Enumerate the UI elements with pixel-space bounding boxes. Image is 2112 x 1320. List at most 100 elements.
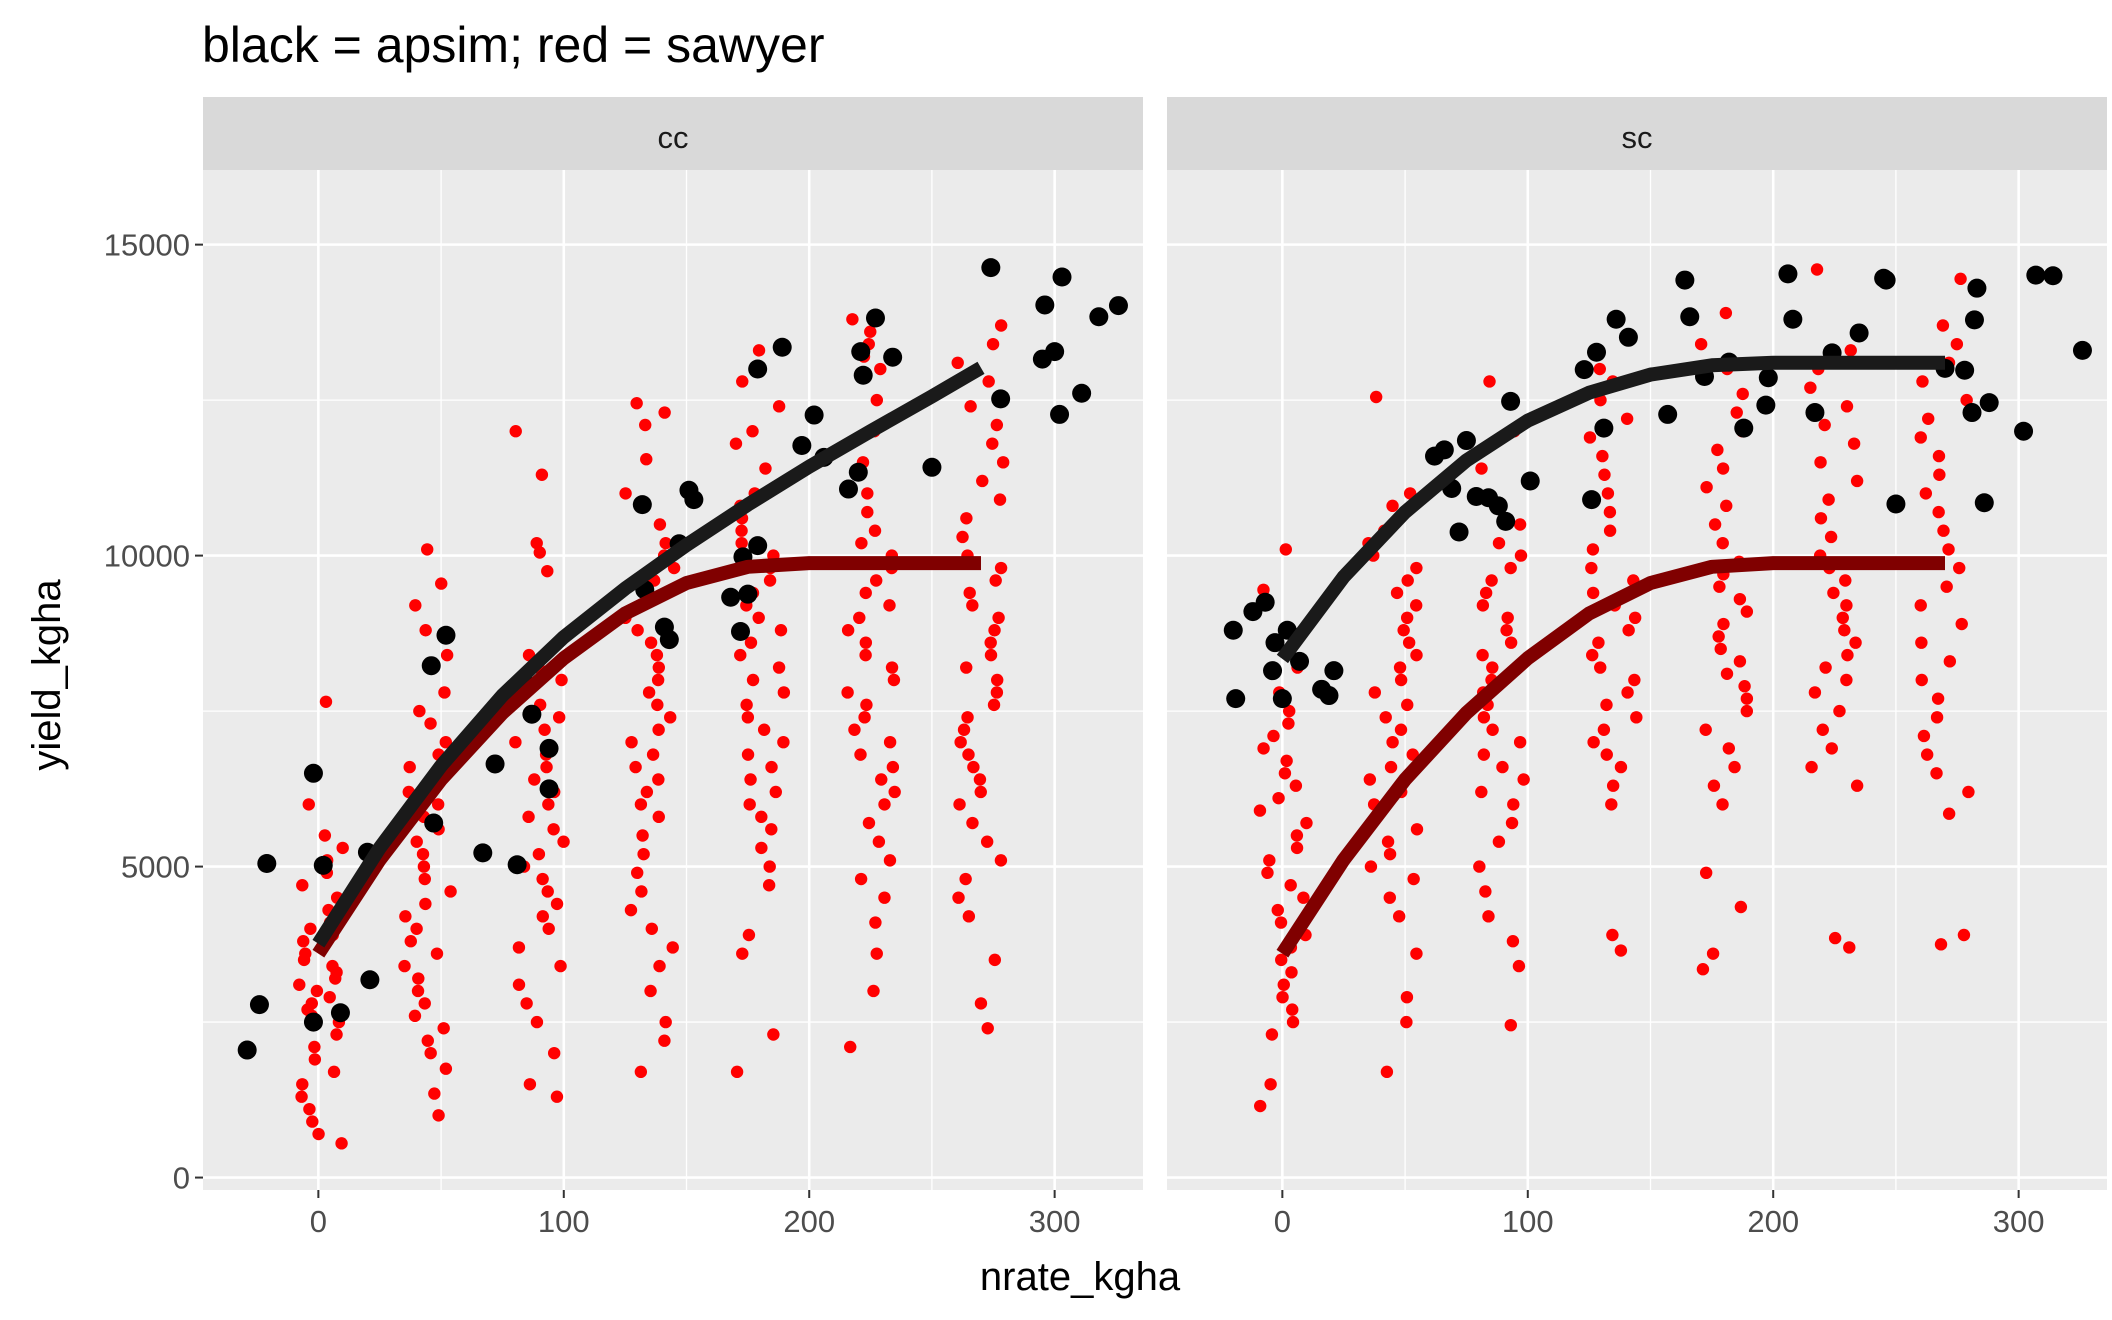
sawyer-point: [854, 748, 867, 761]
sawyer-point: [1606, 928, 1619, 942]
sawyer-point: [960, 661, 973, 674]
sawyer-point: [974, 785, 987, 799]
sawyer-point: [399, 910, 412, 923]
sawyer-point: [652, 661, 665, 674]
sawyer-point: [1504, 561, 1517, 575]
sawyer-fit-curve: [312, 556, 981, 958]
apsim-point: [1035, 295, 1055, 315]
sawyer-point: [550, 1090, 564, 1103]
apsim-point: [539, 738, 559, 758]
sawyer-point: [1816, 723, 1829, 736]
sawyer-point: [652, 723, 665, 736]
sawyer-point: [1278, 767, 1292, 780]
y-tick-label: 5000: [121, 850, 190, 885]
apsim-point: [1050, 404, 1070, 424]
sawyer-point: [1960, 393, 1973, 407]
sawyer-point: [1740, 704, 1754, 718]
apsim-point: [772, 337, 792, 357]
sawyer-point: [875, 773, 888, 786]
sawyer-point: [755, 841, 768, 855]
sawyer-point: [522, 810, 535, 824]
sawyer-point: [1740, 605, 1754, 618]
sawyer-point: [1505, 816, 1519, 830]
apsim-fit-curve: [1276, 355, 1945, 664]
apsim-point: [1319, 686, 1339, 706]
apsim-point: [1979, 393, 1999, 413]
sawyer-point: [1825, 742, 1838, 755]
sawyer-point: [1920, 748, 1934, 761]
sawyer-point: [959, 872, 972, 886]
sawyer-point: [964, 400, 977, 413]
sawyer-point: [767, 1028, 780, 1041]
sawyer-point: [509, 425, 522, 438]
sawyer-point: [1713, 580, 1726, 593]
apsim-point: [1520, 471, 1540, 491]
sawyer-point: [1257, 742, 1270, 755]
sawyer-point: [403, 760, 416, 774]
sawyer-point: [853, 611, 866, 625]
apsim-point: [436, 625, 456, 645]
sawyer-point: [1300, 816, 1313, 830]
sawyer-point: [432, 1109, 445, 1122]
sawyer-point: [736, 375, 749, 388]
sawyer-point: [951, 356, 964, 370]
sawyer-point: [318, 829, 332, 842]
sawyer-point: [874, 362, 887, 376]
sawyer-point: [306, 1115, 319, 1128]
sawyer-point: [855, 536, 868, 550]
sawyer-point: [974, 997, 988, 1010]
sawyer-point: [1380, 1065, 1394, 1079]
sawyer-point: [1839, 574, 1852, 587]
x-tick-label: 100: [1502, 1204, 1554, 1239]
apsim-point: [1089, 307, 1109, 327]
sawyer-point: [1919, 487, 1933, 500]
sawyer-point: [1804, 381, 1817, 394]
sawyer-point: [1383, 847, 1397, 861]
sawyer-point: [440, 648, 454, 662]
sawyer-point: [1272, 791, 1285, 805]
sawyer-point: [867, 984, 880, 998]
sawyer-point: [640, 785, 654, 799]
sawyer-point: [741, 711, 755, 724]
sawyer-point: [859, 586, 872, 600]
sawyer-point: [1400, 1015, 1413, 1029]
sawyer-point: [885, 661, 899, 674]
sawyer-point: [659, 1015, 672, 1029]
sawyer-point: [1849, 636, 1862, 649]
sawyer-point: [542, 922, 555, 935]
sawyer-point: [667, 561, 681, 575]
sawyer-point: [844, 1040, 857, 1054]
sawyer-point: [1716, 536, 1729, 550]
sawyer-point: [777, 686, 791, 699]
sawyer-point: [408, 1009, 422, 1023]
sawyer-point: [1394, 673, 1408, 687]
sawyer-point: [635, 885, 648, 898]
sawyer-point: [841, 686, 854, 699]
apsim-point: [748, 536, 768, 556]
sawyer-point: [1717, 617, 1730, 631]
sawyer-point: [1586, 648, 1599, 662]
sawyer-point: [1914, 431, 1927, 444]
sawyer-point: [1381, 835, 1395, 848]
sawyer-point: [625, 735, 638, 749]
sawyer-point: [297, 953, 311, 967]
apsim-point: [2026, 265, 2046, 285]
apsim-point: [804, 405, 824, 425]
sawyer-point: [1622, 624, 1635, 637]
sawyer-point: [746, 425, 759, 438]
apsim-point: [421, 656, 441, 676]
sawyer-point: [994, 319, 1008, 332]
sawyer-point: [1479, 586, 1493, 600]
sawyer-point: [883, 735, 897, 749]
sawyer-point: [1932, 505, 1945, 519]
sawyer-point: [1276, 990, 1289, 1004]
sawyer-point: [1942, 543, 1955, 556]
sawyer-point: [444, 885, 457, 898]
sawyer-point: [1714, 642, 1727, 656]
sawyer-point: [310, 984, 324, 998]
sawyer-point: [1808, 686, 1822, 699]
sawyer-point: [1586, 586, 1600, 600]
apsim-point: [1265, 633, 1285, 653]
sawyer-point: [1265, 1028, 1279, 1041]
sawyer-point: [1401, 698, 1414, 712]
